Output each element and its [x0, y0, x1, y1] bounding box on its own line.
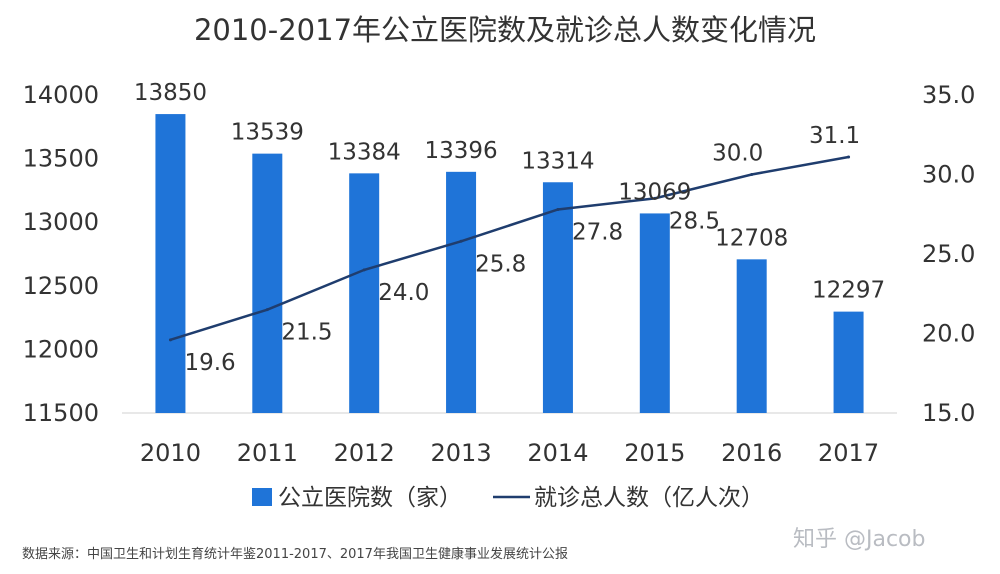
y-right-tick-label: 20.0 — [922, 320, 975, 348]
line-point — [556, 207, 560, 211]
x-tick-label: 2012 — [334, 439, 395, 467]
bar-value-label: 13539 — [231, 120, 304, 146]
x-tick-label: 2017 — [818, 439, 879, 467]
line-value-label: 30.0 — [712, 141, 763, 167]
bar-value-label: 13396 — [424, 138, 497, 164]
line-point — [750, 173, 754, 176]
y-right-tick-label: 15.0 — [922, 399, 975, 427]
source-note: 数据来源：中国卫生和计划生育统计年鉴2011-2017、2017年我国卫生健康事… — [22, 546, 568, 562]
y-left-tick-label: 12000 — [23, 335, 99, 363]
line-point — [847, 155, 851, 159]
y-left-tick-label: 14000 — [23, 81, 99, 109]
bar-value-label: 12297 — [812, 278, 885, 304]
y-left-tick-label: 13500 — [23, 145, 99, 173]
line-point — [362, 268, 366, 272]
chart-title: 2010-2017年公立医院数及就诊总人数变化情况 — [194, 13, 816, 47]
bar-value-label: 13850 — [134, 80, 207, 106]
y-right-tick-label: 35.0 — [922, 81, 975, 109]
legend-bar-swatch — [252, 488, 272, 506]
line-value-label: 21.5 — [281, 320, 332, 346]
line-value-label: 31.1 — [809, 123, 860, 149]
x-tick-label: 2015 — [624, 439, 685, 467]
bar — [252, 153, 283, 413]
line-value-label: 19.6 — [184, 350, 235, 376]
legend-bar-label: 公立医院数（家） — [278, 485, 462, 511]
line-value-label: 25.8 — [475, 251, 526, 277]
line-value-label: 27.8 — [572, 219, 623, 245]
bar — [736, 259, 767, 413]
bar — [639, 213, 670, 413]
bar-value-label: 13384 — [328, 139, 401, 165]
line-value-label: 28.5 — [669, 208, 720, 234]
bar-series — [155, 114, 864, 413]
bar — [155, 114, 186, 413]
bar-value-label: 13069 — [618, 179, 691, 205]
line-point — [168, 338, 172, 342]
y-right-tick-label: 25.0 — [922, 240, 975, 268]
x-tick-label: 2013 — [431, 439, 492, 467]
bar-value-label: 12708 — [715, 225, 788, 251]
y-left-tick-label: 13000 — [23, 208, 99, 236]
line-value-label: 24.0 — [378, 280, 429, 306]
line-path — [170, 155, 849, 342]
data-labels: 13850 13539 13384 13396 13314 13069 12708 12297… — [134, 80, 885, 376]
bar — [349, 173, 380, 413]
x-tick-label: 2016 — [721, 439, 782, 467]
y-left-tick-label: 12500 — [23, 272, 99, 300]
line-point — [265, 308, 269, 312]
x-tick-label: 2010 — [140, 439, 201, 467]
line-point — [459, 239, 463, 243]
legend: 公立医院数（家） 就诊总人数（亿人次） — [252, 485, 764, 511]
y-left-tick-label: 11500 — [23, 399, 99, 427]
watermark: 知乎 @Jacob — [793, 527, 925, 552]
line-point — [653, 196, 657, 200]
x-tick-label: 2011 — [237, 439, 298, 467]
bar — [833, 311, 864, 413]
line-series — [168, 155, 851, 342]
bar — [446, 171, 477, 413]
legend-line-label: 就诊总人数（亿人次） — [534, 485, 764, 511]
y-right-tick-label: 30.0 — [922, 161, 975, 189]
bar-value-label: 13314 — [521, 148, 594, 174]
axes: 11500 12000 12500 13000 13500 14000 15.0 20.0 25… — [23, 81, 976, 467]
x-tick-label: 2014 — [527, 439, 588, 467]
bar — [542, 182, 573, 413]
